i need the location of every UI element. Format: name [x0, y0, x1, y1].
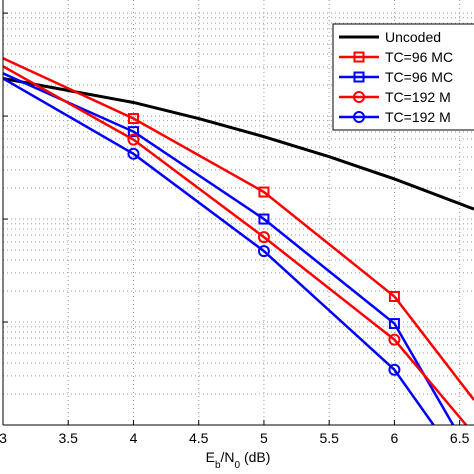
- x-tick-label: 6: [391, 430, 399, 446]
- x-tick-label: 3: [0, 430, 7, 446]
- legend-label: TC=96 MC: [385, 69, 453, 85]
- series-line: [3, 77, 435, 425]
- legend-label: TC=96 MC: [385, 49, 453, 65]
- legend-label: TC=192 M: [385, 89, 451, 105]
- x-tick-label: 4.5: [189, 430, 209, 446]
- x-tick-label: 5.5: [319, 430, 339, 446]
- x-label-part: (dB): [240, 449, 270, 465]
- marker: [388, 290, 400, 302]
- marker: [258, 186, 270, 198]
- x-axis-label: Eb/N0 (dB): [206, 449, 271, 471]
- legend-marker: [353, 71, 365, 83]
- legend-label: Uncoded: [385, 29, 441, 45]
- marker: [127, 133, 140, 146]
- x-tick-label: 4: [130, 430, 138, 446]
- x-tick-label: 3.5: [59, 430, 79, 446]
- marker: [388, 363, 401, 376]
- x-tick-label: 6.5: [450, 430, 470, 446]
- series-line: [3, 72, 455, 425]
- marker: [257, 231, 270, 244]
- plot-area: [3, 57, 474, 425]
- x-label-part: b: [215, 460, 221, 471]
- series-line: [3, 65, 468, 425]
- marker: [127, 113, 139, 125]
- marker: [388, 318, 400, 330]
- legend-marker: [353, 111, 365, 123]
- legend-marker: [353, 51, 365, 63]
- marker: [258, 213, 270, 225]
- marker: [388, 333, 401, 346]
- x-label-part: /N: [221, 449, 235, 465]
- marker: [127, 147, 140, 160]
- legend-marker: [353, 91, 365, 103]
- x-label-part: 0: [235, 460, 241, 471]
- x-tick-label: 5: [260, 430, 268, 446]
- x-label-part: E: [206, 449, 215, 465]
- marker: [257, 245, 270, 258]
- series-line: [3, 57, 474, 401]
- legend-label: TC=192 M: [385, 109, 451, 125]
- marker: [127, 126, 139, 138]
- legend: Uncoded TC=96 MC TC=96 MC TC=192 M TC=192 M: [332, 23, 474, 131]
